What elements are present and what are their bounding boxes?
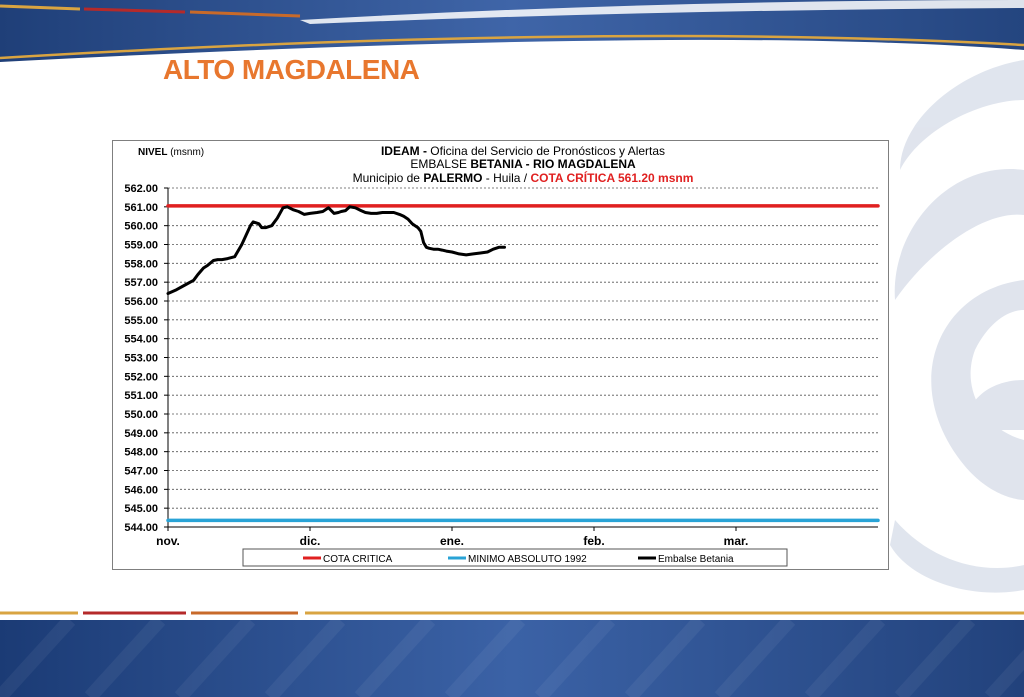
plot-area	[167, 188, 878, 528]
x-tick-label: mar.	[724, 534, 749, 548]
y-tick-label: 553.00	[124, 353, 158, 365]
y-tick-labels: 544.00 545.00 546.00 547.00 548.00 549.00 550.…	[124, 183, 158, 534]
chart-series-group	[166, 204, 880, 523]
x-tick-label: ene.	[440, 534, 464, 548]
slide-title: ALTO MAGDALENA	[163, 54, 420, 85]
legend-label: COTA CRITICA	[323, 554, 393, 565]
chart-gridlines	[164, 187, 878, 528]
top-banner-white-sweep	[300, 0, 1024, 24]
y-tick-label: 550.00	[124, 409, 158, 421]
y-tick-label: 562.00	[124, 183, 158, 195]
chart-legend: COTA CRITICA MINIMO ABSOLUTO 1992 Embalse …	[242, 548, 788, 567]
y-tick-label: 555.00	[124, 315, 158, 327]
y-tick-label: 560.00	[124, 221, 158, 233]
y-tick-label: 544.00	[124, 522, 158, 534]
watermark-graphic	[890, 60, 1024, 593]
top-red-stripe	[83, 7, 186, 14]
y-tick-label: 549.00	[124, 428, 158, 440]
bottom-banner-texture	[0, 615, 1024, 697]
chart-title-line: IDEAM - Oficina del Servicio de Pronósti…	[381, 144, 665, 158]
y-tick-label: 561.00	[124, 202, 158, 214]
y-tick-label: 545.00	[124, 503, 158, 515]
chart-title-line: Municipio de PALERMO - Huila / COTA CRÍT…	[353, 170, 694, 185]
y-tick-label: 556.00	[124, 296, 158, 308]
y-tick-label: 548.00	[124, 447, 158, 459]
legend-label: MINIMO ABSOLUTO 1992	[468, 554, 587, 565]
y-tick-label: 552.00	[124, 371, 158, 383]
y-tick-label: 554.00	[124, 334, 158, 346]
top-orange-stripe	[189, 10, 301, 18]
y-axis-title: NIVEL (msnm)	[138, 147, 204, 158]
chart-titles: NIVEL (msnm) IDEAM - Oficina del Servicio…	[138, 144, 693, 185]
bottom-banner	[0, 620, 1024, 697]
x-tick-label: dic.	[300, 534, 321, 548]
top-gold-stripe	[0, 4, 81, 11]
y-tick-label: 547.00	[124, 466, 158, 478]
y-tick-label: 557.00	[124, 277, 158, 289]
chart-svg: 544.00 545.00 546.00 547.00 548.00 549.00 550.…	[124, 144, 880, 567]
chart-frame: 544.00 545.00 546.00 547.00 548.00 549.00 550.…	[112, 140, 889, 570]
x-tick-label: feb.	[583, 534, 604, 548]
y-tick-label: 558.00	[124, 258, 158, 270]
y-tick-label: 551.00	[124, 390, 158, 402]
series-line-embalse-betania	[166, 205, 506, 295]
x-tick-labels: nov. dic. ene. feb. mar.	[156, 527, 748, 548]
chart-title-line: EMBALSE BETANIA - RIO MAGDALENA	[410, 157, 636, 171]
y-tick-label: 546.00	[124, 484, 158, 496]
legend-label: Embalse Betania	[658, 554, 734, 565]
y-tick-label: 559.00	[124, 240, 158, 252]
x-tick-label: nov.	[156, 534, 180, 548]
legend-box	[242, 548, 788, 567]
top-gold-line	[0, 34, 1024, 60]
